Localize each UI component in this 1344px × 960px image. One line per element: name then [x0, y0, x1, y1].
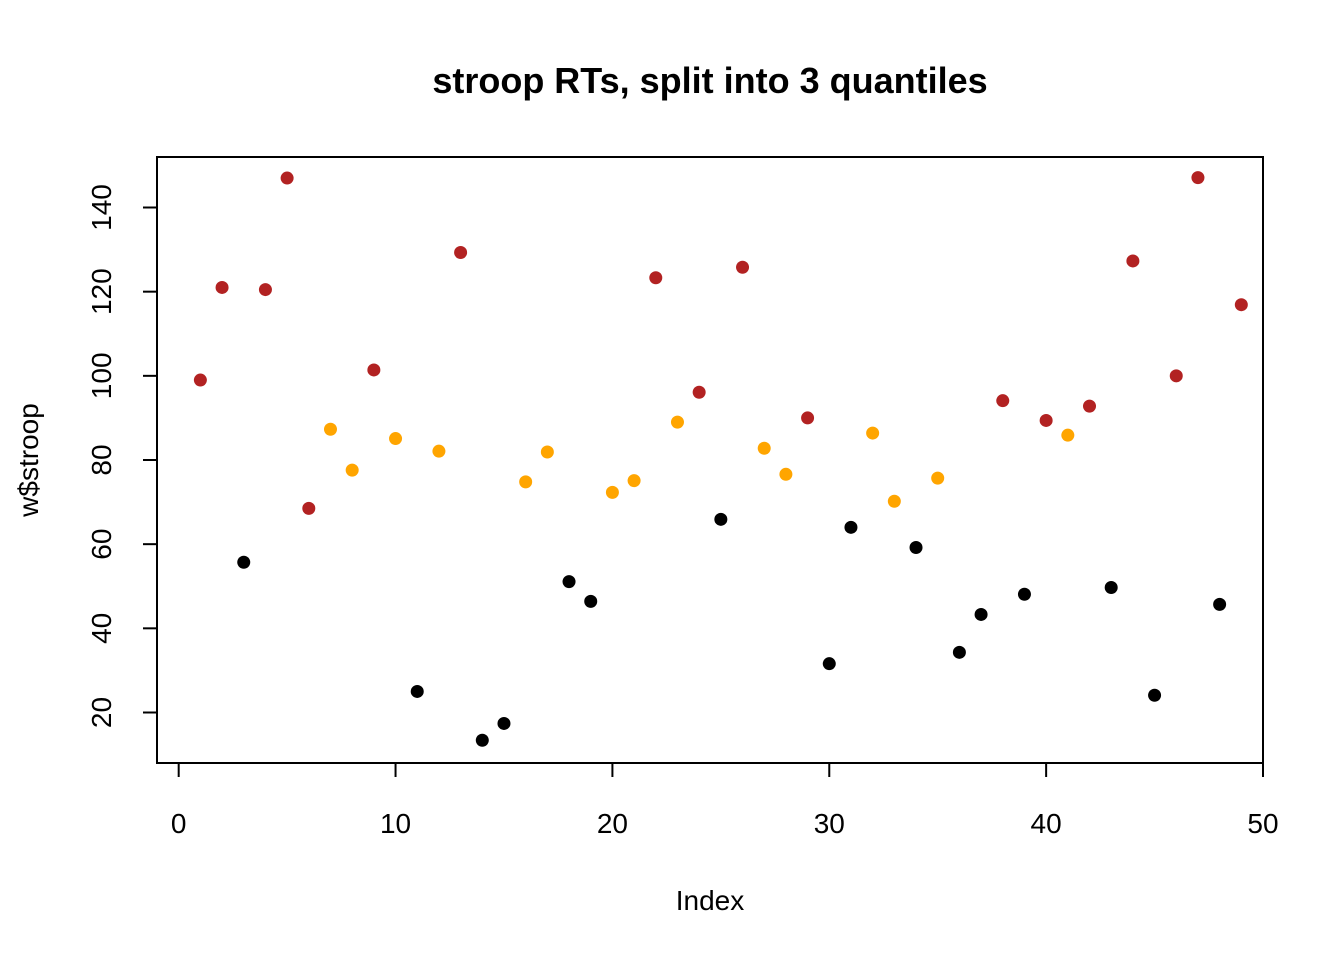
- x-tick-label: 20: [597, 808, 628, 839]
- data-point: [193, 373, 207, 387]
- data-point: [562, 575, 576, 589]
- data-point: [822, 657, 836, 671]
- data-point: [584, 594, 598, 608]
- data-point: [302, 501, 316, 515]
- data-point: [952, 645, 966, 659]
- data-point: [410, 684, 424, 698]
- data-point: [779, 467, 793, 481]
- data-point: [714, 512, 728, 526]
- y-tick-label: 20: [86, 697, 117, 728]
- data-point: [931, 471, 945, 485]
- data-point: [1234, 298, 1248, 312]
- plot-frame: [156, 156, 1264, 764]
- data-point: [280, 171, 294, 185]
- chart-title: stroop RTs, split into 3 quantiles: [432, 60, 987, 101]
- data-point: [258, 283, 272, 297]
- x-tick-label: 50: [1247, 808, 1278, 839]
- x-tick-label: 40: [1031, 808, 1062, 839]
- x-axis: 0 10 20 30 40 50: [171, 762, 1279, 839]
- data-point: [605, 485, 619, 499]
- data-point: [367, 363, 381, 377]
- x-tick-label: 0: [171, 808, 187, 839]
- data-point: [757, 441, 771, 455]
- data-point: [844, 520, 858, 534]
- data-point: [345, 463, 359, 477]
- data-point: [540, 445, 554, 459]
- data-point: [497, 716, 511, 730]
- data-point: [1191, 171, 1205, 185]
- data-point: [215, 280, 229, 294]
- y-axis-label: w$stroop: [13, 403, 44, 518]
- data-point: [1148, 688, 1162, 702]
- y-tick-label: 140: [86, 184, 117, 231]
- y-tick-label: 40: [86, 613, 117, 644]
- data-point: [736, 260, 750, 274]
- data-point: [1104, 581, 1118, 595]
- data-point: [909, 541, 923, 555]
- y-axis: 20 40 60 80 100 120 140: [86, 184, 158, 728]
- data-point: [801, 411, 815, 425]
- y-tick-label: 80: [86, 444, 117, 475]
- data-point: [1083, 399, 1097, 413]
- data-point: [454, 246, 468, 260]
- data-point: [432, 444, 446, 458]
- y-tick-label: 100: [86, 352, 117, 399]
- data-point: [1039, 413, 1053, 427]
- data-point: [670, 415, 684, 429]
- data-point: [996, 394, 1010, 408]
- data-point: [1213, 597, 1227, 611]
- data-point: [866, 426, 880, 440]
- data-point: [887, 494, 901, 508]
- data-point: [1061, 428, 1075, 442]
- data-point: [519, 475, 533, 489]
- data-point: [649, 271, 663, 285]
- data-points: [193, 171, 1248, 747]
- data-point: [974, 607, 988, 621]
- data-point: [692, 385, 706, 399]
- x-tick-label: 30: [814, 808, 845, 839]
- x-axis-label: Index: [676, 885, 745, 916]
- data-point: [1169, 369, 1183, 383]
- y-tick-label: 60: [86, 529, 117, 560]
- data-point: [389, 432, 403, 446]
- data-point: [627, 474, 641, 488]
- data-point: [237, 555, 251, 569]
- data-point: [475, 733, 489, 747]
- data-point: [323, 422, 337, 436]
- data-point: [1126, 254, 1140, 268]
- y-tick-label: 120: [86, 268, 117, 315]
- x-tick-label: 10: [380, 808, 411, 839]
- data-point: [1017, 587, 1031, 601]
